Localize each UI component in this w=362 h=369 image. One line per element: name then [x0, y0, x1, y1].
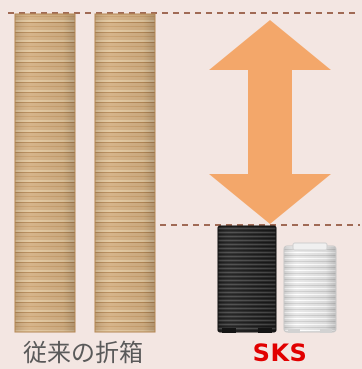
sks-clear-stack: [283, 242, 337, 333]
sks-label: SKS: [252, 339, 308, 367]
conventional-stack-left: [14, 13, 76, 333]
conventional-box-label: 従来の折箱: [23, 339, 143, 367]
double-headed-vertical-arrow-icon: [209, 20, 331, 224]
conventional-stack-right: [94, 13, 156, 333]
sks-black-stack: [217, 225, 277, 333]
